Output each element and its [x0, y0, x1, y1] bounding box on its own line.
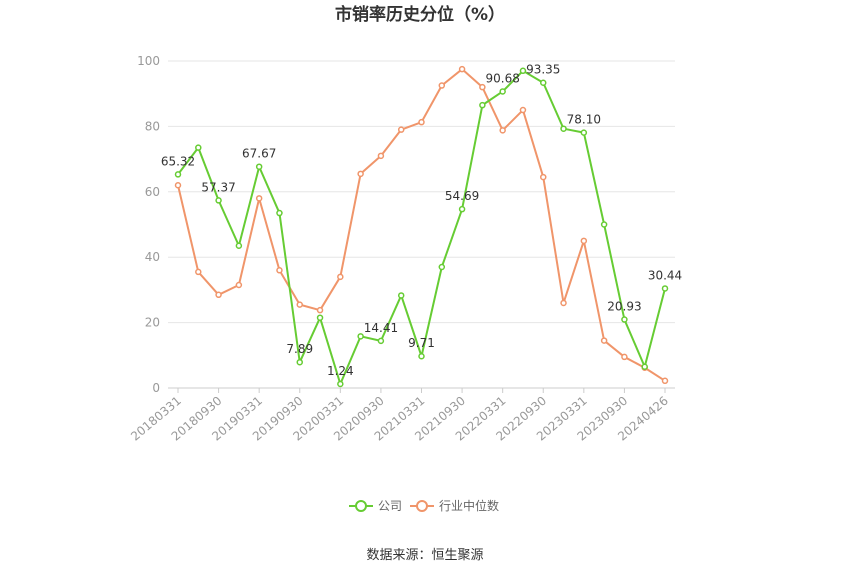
data-point	[235, 242, 243, 250]
data-point	[600, 221, 608, 228]
data-label: 30.44	[648, 268, 682, 282]
data-point	[397, 292, 405, 299]
data-point	[174, 171, 182, 178]
data-point	[397, 126, 405, 133]
data-point	[580, 129, 588, 136]
data-point	[276, 267, 283, 274]
data-point	[418, 352, 425, 360]
data-label: 65.32	[161, 154, 195, 168]
data-point	[560, 125, 567, 132]
data-point	[215, 291, 222, 299]
data-point	[580, 237, 588, 245]
data-label: 54.69	[445, 189, 479, 203]
data-point	[540, 79, 547, 86]
data-point	[438, 82, 446, 89]
chart-title: 市销率历史分位（%）	[335, 4, 505, 25]
y-tick-label: 20	[145, 316, 160, 330]
source-note: 数据来源：恒生聚源	[366, 548, 483, 563]
legend-item-industry-median[interactable]: 行业中位数	[410, 498, 499, 513]
data-point	[519, 106, 527, 114]
series-industry-median	[174, 65, 669, 385]
legend-marker	[416, 500, 428, 512]
data-point	[458, 205, 466, 213]
data-point	[560, 299, 567, 307]
data-point	[357, 333, 364, 340]
data-point	[479, 101, 486, 109]
data-point	[337, 273, 344, 281]
data-point	[377, 337, 385, 345]
legend[interactable]: 公司 行业中位数	[349, 498, 499, 513]
legend-label: 公司	[378, 499, 402, 513]
data-point	[418, 118, 425, 126]
data-labels: 65.32 57.37 67.67 7.89 1.24 14.41 9.71 54.69 90.…	[161, 63, 682, 378]
data-point	[296, 358, 303, 366]
series-company	[174, 67, 669, 388]
data-point	[499, 88, 506, 95]
data-point	[600, 337, 608, 344]
y-tick-label: 60	[145, 185, 160, 199]
data-label: 90.68	[485, 71, 519, 85]
legend-item-company[interactable]: 公司	[349, 499, 402, 513]
y-tick-label: 80	[145, 119, 160, 133]
data-point	[540, 173, 547, 181]
y-tick-label: 0	[152, 381, 160, 395]
data-point	[621, 316, 628, 323]
data-point	[276, 209, 283, 217]
data-point	[316, 314, 324, 321]
data-point	[458, 65, 466, 73]
data-point	[337, 380, 344, 388]
legend-label: 行业中位数	[439, 498, 499, 513]
data-label: 9.71	[408, 336, 435, 350]
series-layer	[174, 65, 669, 388]
data-point	[255, 195, 263, 202]
data-label: 93.35	[526, 63, 560, 77]
data-point	[357, 170, 364, 178]
data-point	[479, 83, 486, 91]
x-axis: 2018033120180930201903312019093020200331…	[128, 388, 671, 444]
data-point	[438, 263, 446, 271]
data-point	[235, 281, 243, 289]
data-point	[661, 377, 669, 385]
y-tick-label: 40	[145, 250, 160, 264]
data-point	[519, 67, 527, 75]
data-label: 78.10	[567, 113, 601, 127]
data-label: 7.89	[286, 342, 313, 356]
data-point	[641, 363, 648, 370]
data-point	[661, 285, 669, 292]
data-point	[499, 127, 506, 134]
data-point	[296, 301, 303, 308]
data-label: 57.37	[201, 180, 235, 194]
data-point	[195, 144, 202, 151]
data-point	[174, 182, 182, 189]
data-point	[215, 197, 222, 204]
data-point	[377, 152, 385, 160]
data-label: 67.67	[242, 147, 276, 161]
y-axis: 0 20 40 60 80 100	[137, 54, 160, 395]
data-point	[255, 163, 263, 170]
data-label: 1.24	[327, 364, 354, 378]
data-point	[195, 268, 202, 276]
data-label: 20.93	[607, 300, 641, 314]
data-point	[621, 353, 628, 361]
y-tick-label: 100	[137, 54, 160, 68]
data-point	[316, 306, 324, 314]
legend-marker	[355, 500, 367, 512]
data-label: 14.41	[364, 321, 398, 335]
